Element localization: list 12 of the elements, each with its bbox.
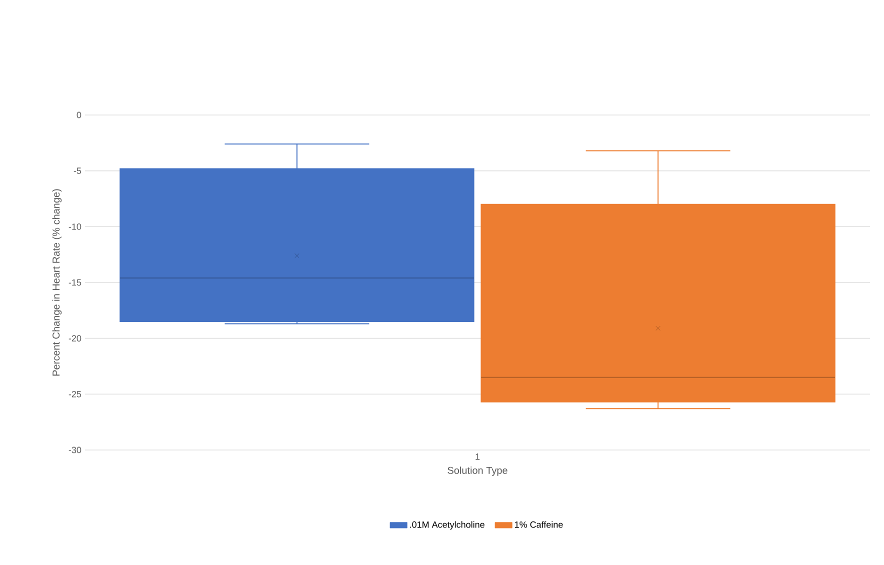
legend-label: .01M Acetylcholine [410, 521, 484, 530]
x-axis-title: Solution Type [448, 466, 508, 476]
y-tick-label: -20 [68, 335, 82, 342]
y-tick-label: -15 [68, 279, 82, 286]
y-tick-label: 0 [76, 112, 82, 118]
y-tick-label: -5 [74, 168, 82, 174]
y-tick-label: -10 [68, 223, 82, 230]
y-tick-label: -30 [68, 446, 82, 454]
y-axis-title: Percent Change in Heart Rate (% change) [52, 189, 62, 376]
y-tick-label: -25 [68, 390, 82, 398]
x-tick-label: 1 [476, 454, 480, 460]
legend-label: 1% Caffeine [515, 521, 563, 528]
